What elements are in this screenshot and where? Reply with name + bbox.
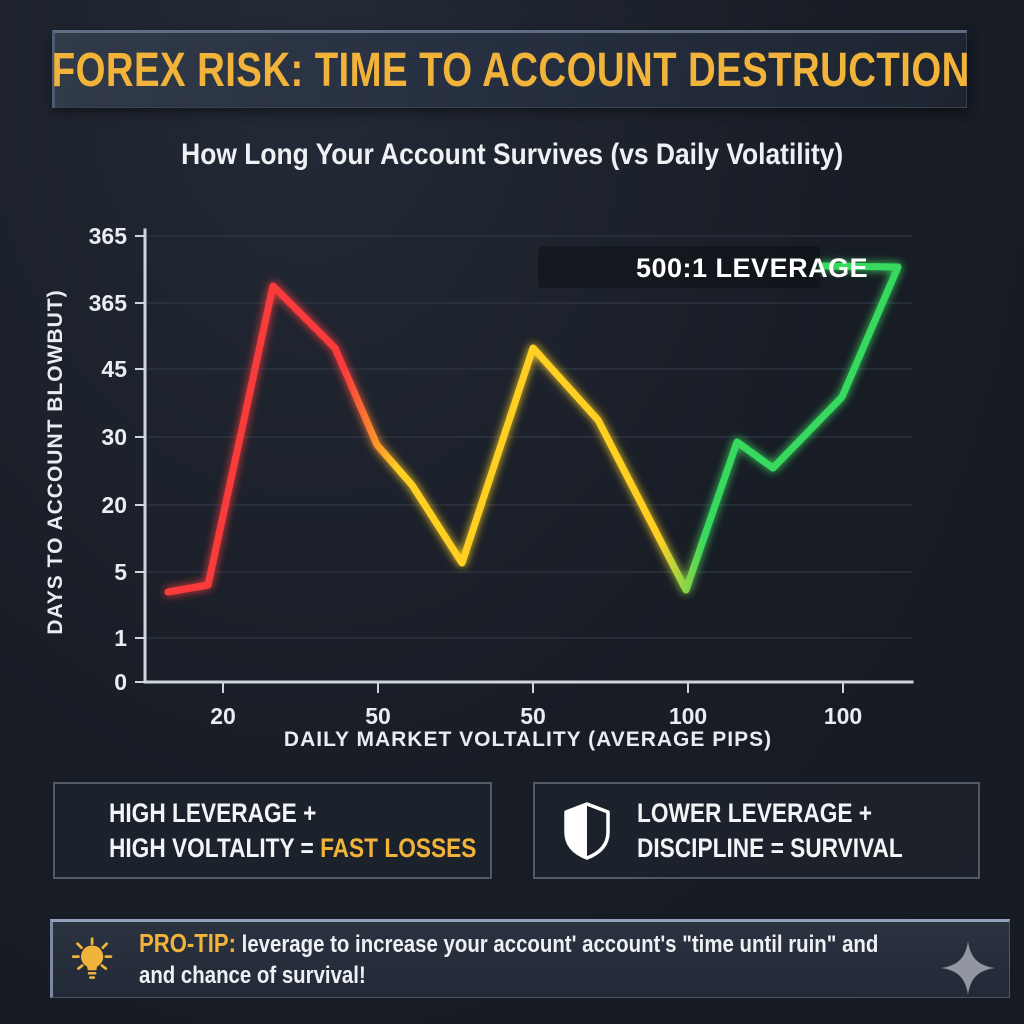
title-banner: FOREX RISK: TIME TO ACCOUNT DESTRUCTION	[51, 30, 970, 108]
y-tick-label: 0	[114, 669, 127, 695]
safety-line2: DISCIPLINE = SURVIVAL	[637, 832, 903, 863]
x-tick-label: 100	[669, 703, 707, 729]
y-axis-label: DAYS TO ACCOUNT BLOWBUT)	[44, 289, 67, 634]
protip-bar: PRO-TIP: leverage to increase your accou…	[50, 919, 1010, 998]
page-title: FOREX RISK: TIME TO ACCOUNT DESTRUCTION	[51, 43, 970, 97]
lightbulb-icon	[71, 936, 113, 979]
leverage-series-line	[164, 262, 902, 596]
fast-losses-highlight: FAST LOSSES	[320, 832, 477, 863]
x-tick-label: 50	[365, 703, 391, 729]
y-tick-label: 365	[89, 223, 128, 249]
x-axis-label: DAILY MARKET VOLTALITY (AVERAGE PIPS)	[284, 728, 772, 751]
x-tick-label: 50	[520, 703, 546, 729]
shield-icon	[564, 801, 610, 860]
legend: 500:1 LEVERAGE	[538, 246, 868, 288]
y-tick-label: 5	[114, 559, 127, 585]
protip-line1: PRO-TIP: leverage to increase your accou…	[139, 928, 879, 958]
axis-layer: 365 365 45 30 20 5 1 0 20 50 50 100 100	[89, 223, 914, 729]
protip-text: PRO-TIP: leverage to increase your accou…	[139, 928, 878, 991]
info-box-danger: HIGH LEVERAGE + HIGH VOLTALITY = FAST LO…	[53, 782, 492, 879]
safety-text: LOWER LEVERAGE + DISCIPLINE = SURVIVAL	[637, 796, 903, 866]
info-box-safety: LOWER LEVERAGE + DISCIPLINE = SURVIVAL	[533, 782, 980, 879]
danger-line1: HIGH LEVERAGE +	[109, 797, 317, 828]
danger-text: HIGH LEVERAGE + HIGH VOLTALITY = FAST LO…	[109, 796, 476, 866]
chart-subtitle: How Long Your Account Survives (vs Daily…	[180, 138, 844, 171]
y-tick-label: 45	[101, 356, 127, 382]
x-tick-label: 20	[210, 703, 236, 729]
legend-backdrop	[538, 246, 820, 288]
y-tick-label: 20	[101, 492, 127, 518]
y-tick-label: 365	[89, 290, 128, 316]
grid-layer	[145, 235, 912, 639]
y-tick-label: 1	[114, 625, 127, 651]
y-tick-label: 30	[101, 424, 127, 450]
protip-label: PRO-TIP:	[139, 928, 237, 958]
x-tick-label: 100	[824, 703, 862, 729]
sparkle-icon	[941, 941, 995, 995]
safety-line1: LOWER LEVERAGE +	[637, 797, 873, 828]
legend-label: 500:1 LEVERAGE	[636, 253, 868, 283]
protip-line2: and chance of survival!	[139, 962, 366, 989]
danger-line2: HIGH VOLTALITY = FAST LOSSES	[109, 832, 477, 863]
